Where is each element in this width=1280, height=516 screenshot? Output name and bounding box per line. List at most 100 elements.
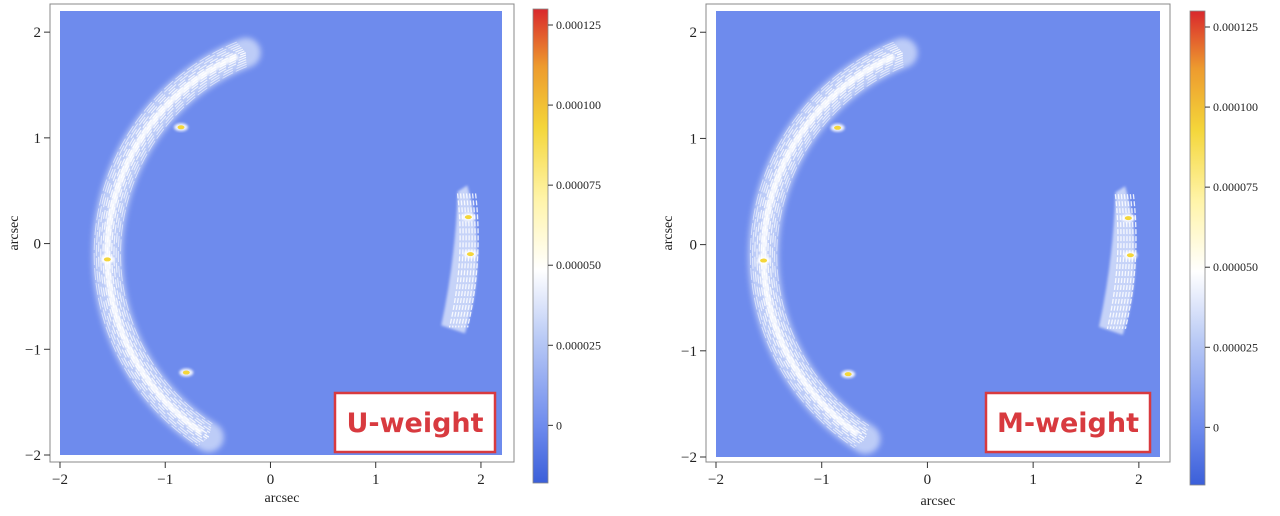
hotspot	[182, 370, 190, 375]
colorbar-tick-label: 0	[1213, 420, 1219, 434]
hotspot	[844, 372, 852, 377]
colorbar-tick-label: 0.000100	[1213, 100, 1258, 114]
x-tick-label: 1	[1029, 472, 1037, 488]
colorbar-tick-label: 0.000075	[1213, 180, 1258, 194]
y-axis: −2 −1 0 1 2	[681, 25, 706, 466]
colorbar-tick-label: 0.000075	[556, 178, 601, 192]
hotspot	[103, 257, 111, 262]
hotspot	[177, 125, 185, 130]
x-tick-label: 2	[1135, 472, 1143, 488]
hotspot	[834, 125, 842, 130]
arc-strand	[95, 43, 239, 445]
counter-image-strand	[1124, 194, 1137, 330]
x-tick-label: 0	[267, 472, 275, 488]
counter-image-strand	[454, 193, 467, 328]
colorbar-gradient	[532, 8, 549, 484]
colorbar-tick-label: 0.000050	[1213, 260, 1258, 274]
x-tick-label: 0	[924, 472, 932, 488]
plot-background	[716, 11, 1160, 457]
y-tick-label: 0	[690, 238, 698, 254]
arc-strand	[102, 48, 244, 441]
arc-strand	[749, 41, 894, 449]
counter-image-strand	[451, 193, 464, 328]
arc-strand	[752, 43, 896, 447]
y-tick-label: 1	[34, 131, 42, 147]
x-tick-label: −1	[157, 472, 173, 488]
colorbar-tick-label: 0.000100	[556, 98, 601, 112]
colorbar-gradient	[1189, 10, 1206, 486]
hotspot	[1124, 216, 1132, 221]
counter-image-strand	[1112, 194, 1125, 330]
colorbar-ticks: 0 0.000025 0.000050 0.000075 0.000100 0.00012…	[1205, 20, 1258, 434]
counter-image-strand	[463, 193, 476, 328]
colorbar-tick-label: 0.000050	[556, 258, 601, 272]
plot-background	[60, 11, 502, 455]
colorbar: 0 0.000025 0.000050 0.000075 0.000100 0.00012…	[532, 8, 601, 484]
x-axis-title: arcsec	[921, 494, 956, 509]
arc-strand	[771, 61, 904, 431]
colorbar-tick-label: 0.000025	[1213, 340, 1258, 354]
arc-strand	[120, 66, 247, 425]
emission-features	[92, 37, 479, 453]
counter-image-strand	[1118, 194, 1131, 330]
x-tick-label: −1	[814, 472, 830, 488]
arc-strand	[756, 47, 899, 444]
annotation-badge: U-weight	[333, 391, 497, 454]
annotation-badge: M-weight	[984, 391, 1152, 454]
colorbar-tick-label: 0.000025	[556, 338, 601, 352]
y-tick-label: 0	[34, 237, 42, 253]
arc-strand	[776, 66, 904, 427]
hotspot	[1126, 253, 1134, 258]
counter-image-strand	[460, 193, 473, 328]
arc-strand	[758, 48, 900, 443]
panel-m-weight: −2 −1 0 1 2 −2 −1 0 1 2 arcsec arcsec M-weight 0…	[661, 3, 1258, 509]
annotation-label: M-weight	[997, 408, 1139, 439]
counter-image-strand	[1106, 194, 1119, 330]
x-tick-label: 2	[477, 472, 485, 488]
counter-image-strand	[448, 193, 461, 328]
arc-strand	[774, 63, 904, 429]
annotation-label: U-weight	[346, 408, 483, 439]
arc-core	[104, 53, 239, 435]
x-tick-label: 1	[372, 472, 380, 488]
arc-strand	[767, 56, 904, 436]
y-tick-label: −2	[25, 448, 41, 464]
x-axis-title: arcsec	[265, 491, 300, 506]
counter-image-strand	[466, 193, 479, 328]
emission-features	[748, 37, 1138, 455]
hotspot	[464, 215, 472, 220]
colorbar-tick-label: 0.000125	[556, 18, 601, 32]
colorbar: 0 0.000025 0.000050 0.000075 0.000100 0.00012…	[1189, 10, 1258, 486]
y-tick-label: −2	[681, 450, 697, 466]
colorbar-tick-label: 0	[556, 418, 562, 432]
y-tick-label: 1	[690, 131, 698, 147]
colorbar-ticks: 0 0.000025 0.000050 0.000075 0.000100 0.00012…	[548, 18, 601, 432]
y-tick-label: −1	[25, 342, 41, 358]
counter-image-strand	[1109, 194, 1122, 330]
y-axis-title: arcsec	[7, 216, 22, 251]
counter-image-strand	[457, 193, 470, 328]
counter-image-strand	[1121, 194, 1134, 330]
hotspot	[760, 258, 768, 263]
y-tick-label: 2	[690, 25, 698, 41]
y-tick-label: −1	[681, 344, 697, 360]
arc-strand	[93, 41, 237, 447]
colorbar-tick-label: 0.000125	[1213, 20, 1258, 34]
x-tick-label: −2	[708, 472, 724, 488]
x-axis: −2 −1 0 1 2	[708, 462, 1143, 488]
arc-strand	[117, 63, 247, 427]
arc-strand	[100, 46, 242, 442]
arc-strand	[754, 45, 897, 446]
arc-strand	[113, 59, 247, 431]
y-axis: −2 −1 0 1 2	[25, 25, 50, 464]
y-tick-label: 2	[34, 25, 42, 41]
arc-strand	[115, 61, 247, 429]
y-axis-title: arcsec	[661, 216, 676, 251]
arc-core	[760, 53, 896, 437]
arc-strand	[769, 59, 904, 433]
x-axis: −2 −1 0 1 2	[52, 462, 485, 488]
arc-strand	[111, 56, 247, 434]
arc-strand	[98, 45, 241, 444]
hotspot	[466, 252, 474, 257]
